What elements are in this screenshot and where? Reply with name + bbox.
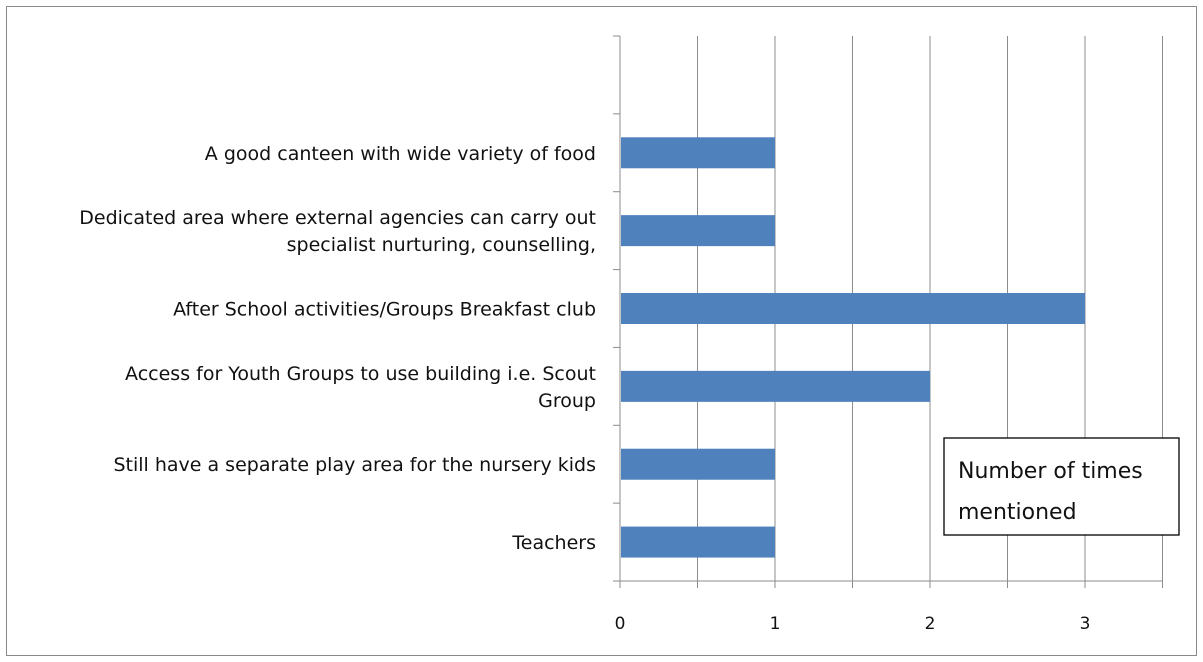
legend-label: Number of times [958,459,1143,484]
category-label: Still have a separate play area for the … [113,454,596,476]
category-label: Teachers [511,532,596,554]
category-label: Dedicated area where external agencies c… [79,207,596,229]
bar [621,448,775,480]
x-tick-label: 3 [1080,614,1091,634]
bar [621,137,775,169]
category-label: A good canteen with wide variety of food [205,143,596,165]
category-label: Group [538,390,596,412]
category-label: specialist nurturing, counselling, [287,234,596,256]
category-label: After School activities/Groups Breakfast… [173,299,596,321]
chart-frame [6,6,1197,656]
x-tick-label: 1 [770,614,781,634]
bar [621,370,930,402]
legend-label: mentioned [958,500,1077,525]
bar [621,215,775,247]
legend-box [943,437,1180,536]
x-tick-label: 2 [925,614,936,634]
bar [621,293,1085,324]
bar [621,526,775,558]
x-tick-label: 0 [615,614,626,634]
category-label: Access for Youth Groups to use building … [125,363,596,385]
